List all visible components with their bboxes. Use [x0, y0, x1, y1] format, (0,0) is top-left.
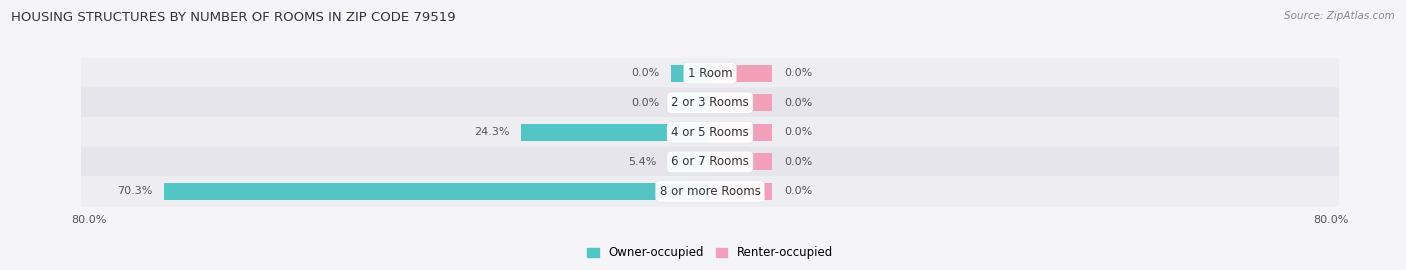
- Bar: [710, 65, 772, 82]
- Bar: [165, 183, 710, 200]
- Text: 5.4%: 5.4%: [628, 157, 657, 167]
- Bar: [522, 124, 710, 141]
- Bar: [671, 94, 710, 111]
- Bar: [710, 153, 772, 170]
- Text: 1 Room: 1 Room: [688, 67, 733, 80]
- Bar: [710, 94, 772, 111]
- FancyBboxPatch shape: [82, 117, 1339, 148]
- FancyBboxPatch shape: [82, 147, 1339, 177]
- FancyBboxPatch shape: [82, 58, 1339, 89]
- Text: 0.0%: 0.0%: [631, 68, 659, 78]
- Text: 0.0%: 0.0%: [783, 98, 813, 108]
- Text: Source: ZipAtlas.com: Source: ZipAtlas.com: [1284, 11, 1395, 21]
- Text: 4 or 5 Rooms: 4 or 5 Rooms: [671, 126, 749, 139]
- FancyBboxPatch shape: [82, 87, 1339, 118]
- Bar: [668, 153, 710, 170]
- Text: 0.0%: 0.0%: [631, 98, 659, 108]
- Bar: [710, 124, 772, 141]
- Text: 0.0%: 0.0%: [783, 186, 813, 196]
- Legend: Owner-occupied, Renter-occupied: Owner-occupied, Renter-occupied: [582, 242, 838, 264]
- Text: 70.3%: 70.3%: [117, 186, 153, 196]
- Text: 6 or 7 Rooms: 6 or 7 Rooms: [671, 155, 749, 168]
- Bar: [671, 65, 710, 82]
- Bar: [710, 183, 772, 200]
- Text: 2 or 3 Rooms: 2 or 3 Rooms: [671, 96, 749, 109]
- FancyBboxPatch shape: [82, 176, 1339, 207]
- Text: 0.0%: 0.0%: [783, 157, 813, 167]
- Text: HOUSING STRUCTURES BY NUMBER OF ROOMS IN ZIP CODE 79519: HOUSING STRUCTURES BY NUMBER OF ROOMS IN…: [11, 11, 456, 24]
- Text: 8 or more Rooms: 8 or more Rooms: [659, 185, 761, 198]
- Text: 0.0%: 0.0%: [783, 127, 813, 137]
- Text: 0.0%: 0.0%: [783, 68, 813, 78]
- Text: 24.3%: 24.3%: [474, 127, 510, 137]
